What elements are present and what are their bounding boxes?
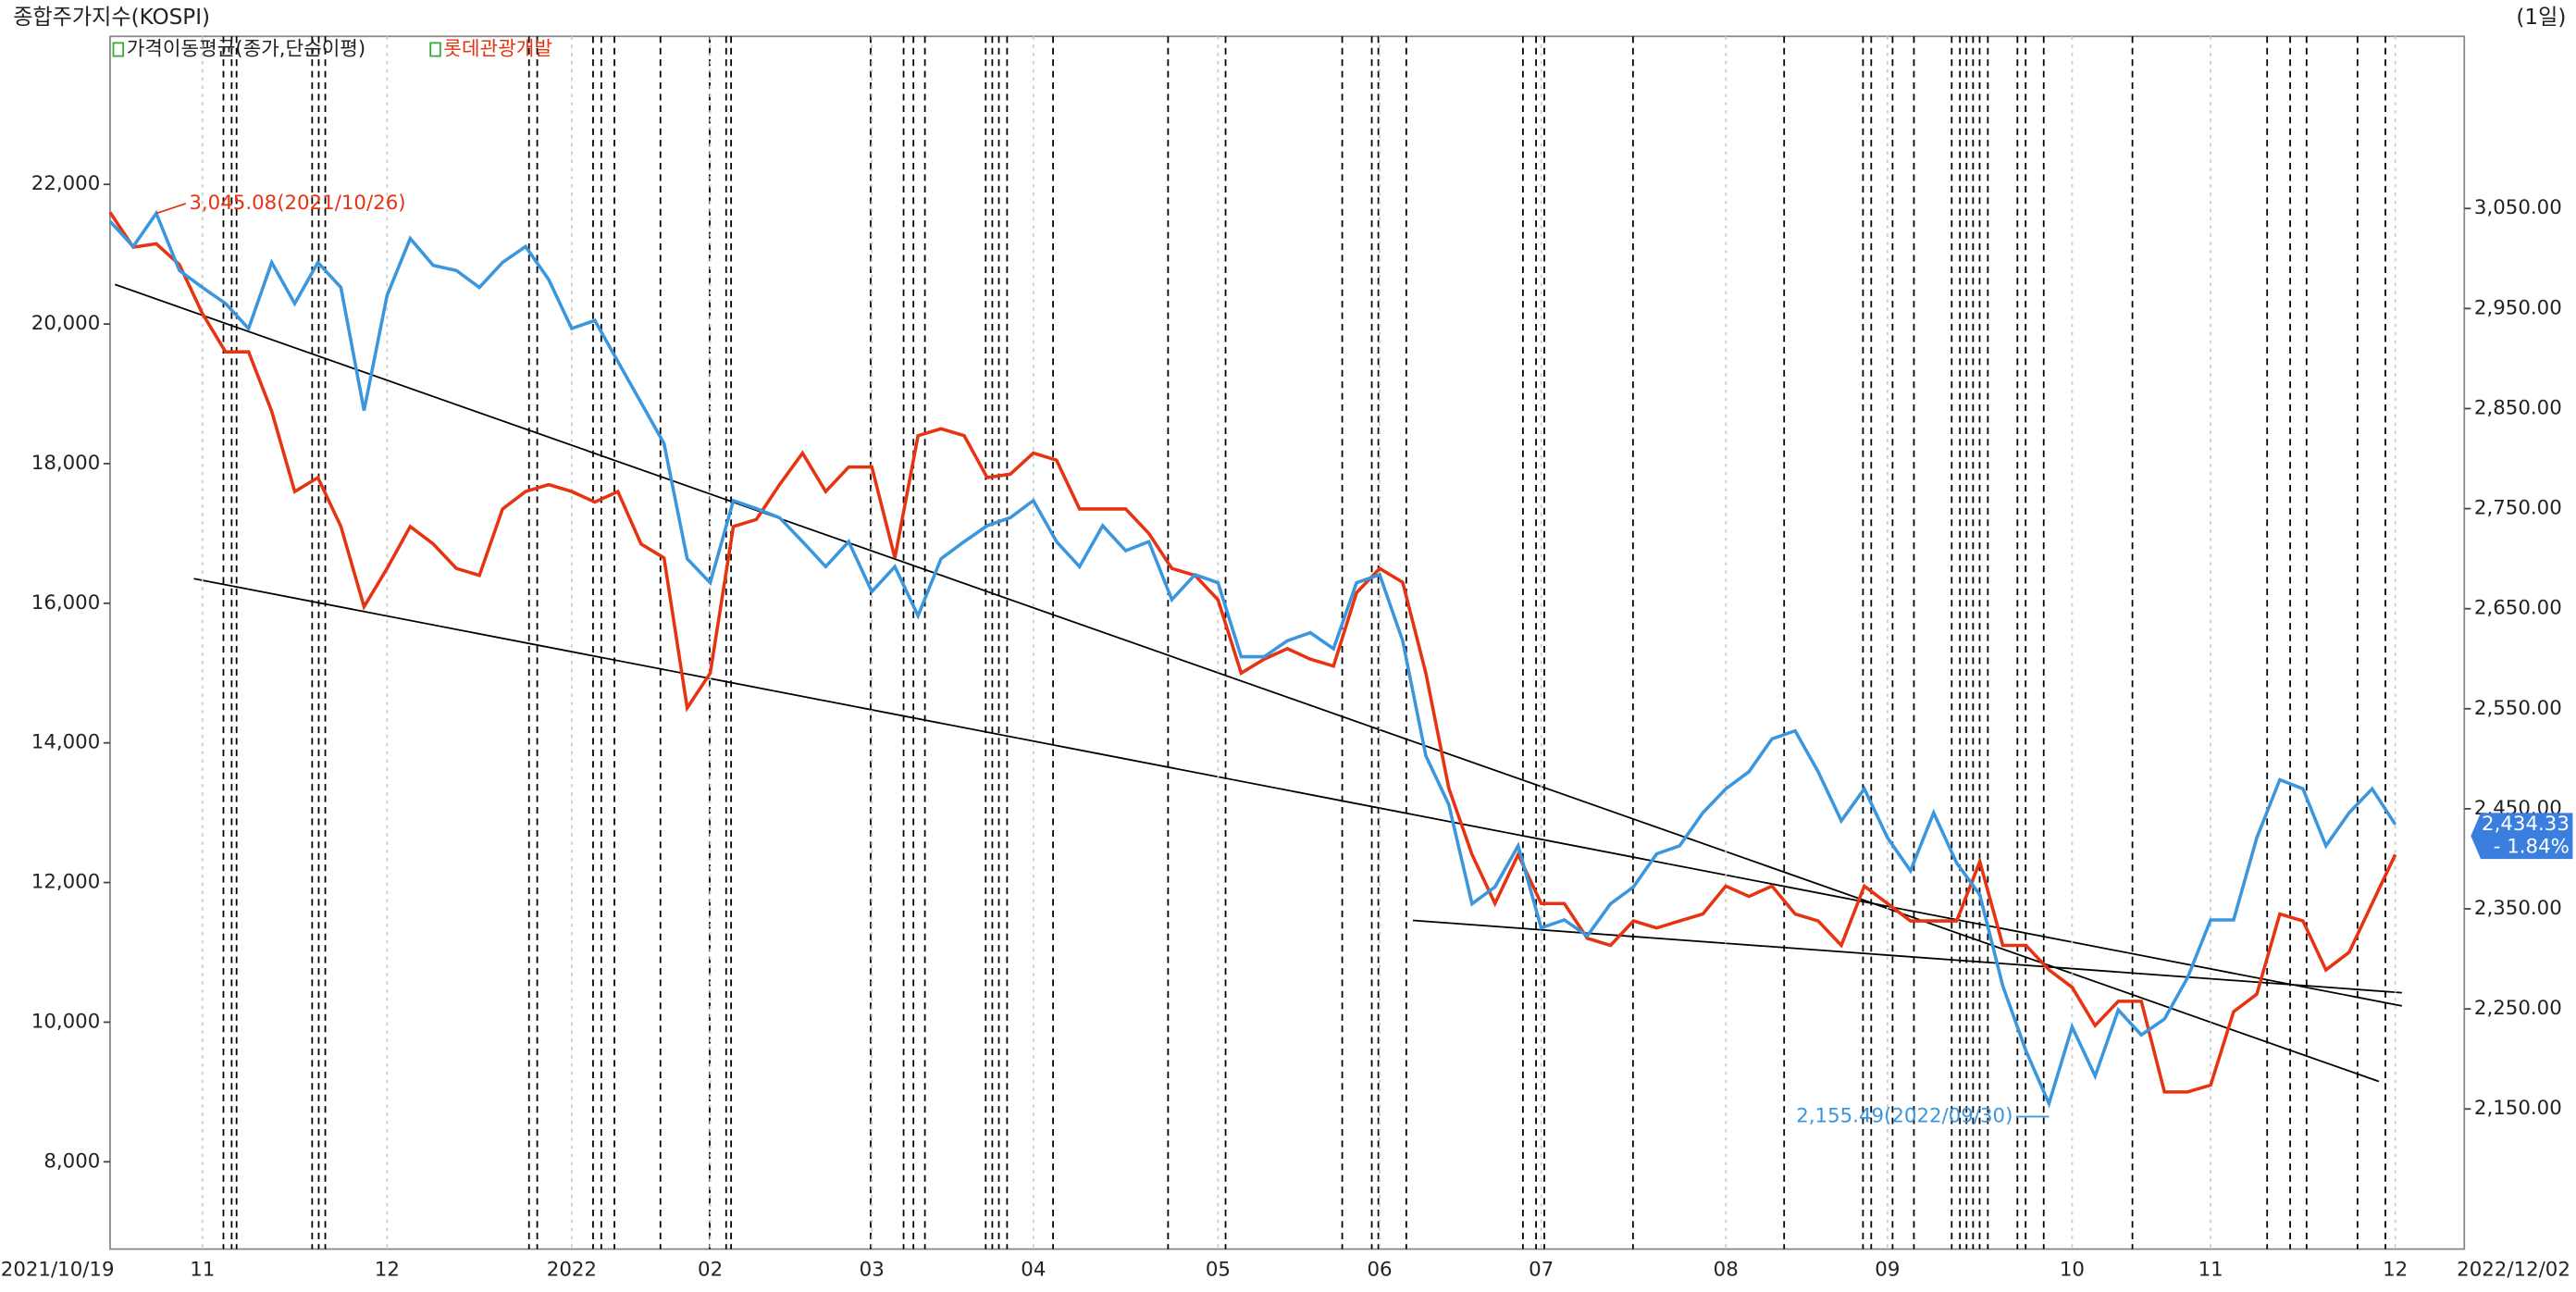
y-tick-label: 14,000 — [31, 731, 101, 754]
date-from: 2021/10/19 — [1, 1259, 115, 1282]
y-tick-label: 12,000 — [31, 871, 101, 894]
max-marker — [155, 203, 187, 215]
legend-entry: 롯데관광개발 — [443, 37, 552, 60]
x-tick-label: 11 — [2198, 1259, 2223, 1282]
y2-tick-label: 2,150.00 — [2474, 1097, 2562, 1120]
legend-icon — [429, 42, 441, 57]
x-tick-label: 08 — [1714, 1259, 1739, 1282]
x-tick-label: 12 — [375, 1259, 400, 1282]
x-tick-label: 2022 — [547, 1259, 597, 1282]
indicator-label: 가격이동평균(종가,단순이평) — [127, 37, 366, 60]
x-tick-label: 05 — [1206, 1259, 1231, 1282]
y2-tick-label: 2,350.00 — [2474, 897, 2562, 920]
y2-tick-label: 2,650.00 — [2474, 597, 2562, 620]
min-annotation: 2,155.49(2022/09/30) — [1796, 1105, 2012, 1128]
chart-title: 종합주가지수(KOSPI) — [13, 6, 210, 30]
y2-tick-label: 2,850.00 — [2474, 396, 2562, 419]
y-tick-label: 22,000 — [31, 172, 101, 195]
x-tick-label: 07 — [1529, 1259, 1554, 1282]
x-tick-label: 10 — [2060, 1259, 2085, 1282]
trend-line — [193, 578, 2402, 1007]
x-tick-label: 02 — [698, 1259, 723, 1282]
series-line — [108, 209, 2397, 1109]
x-tick-label: 09 — [1875, 1259, 1900, 1282]
y-tick-label: 16,000 — [31, 591, 101, 615]
x-tick-label: 12 — [2383, 1259, 2408, 1282]
plot-frame — [109, 35, 2466, 1250]
max-annotation: 3,045.08(2021/10/26) — [189, 192, 405, 215]
trend-line — [114, 283, 2380, 1083]
last-price: 2,434.33 — [2482, 813, 2570, 836]
y2-tick-label: 2,950.00 — [2474, 296, 2562, 319]
y2-tick-label: 3,050.00 — [2474, 196, 2562, 219]
y-tick-label: 10,000 — [31, 1010, 101, 1033]
x-tick-label: 03 — [860, 1259, 885, 1282]
series-line — [108, 211, 2397, 1094]
price-box — [2471, 813, 2573, 860]
legend-icon — [112, 42, 125, 57]
period-label: (1일) — [2516, 6, 2566, 30]
y2-tick-label: 2,750.00 — [2474, 497, 2562, 520]
x-tick-label: 11 — [190, 1259, 215, 1282]
y-tick-label: 18,000 — [31, 452, 101, 475]
y-tick-label: 20,000 — [31, 312, 101, 335]
trend-line — [1412, 919, 2402, 994]
y2-tick-label: 2,250.00 — [2474, 997, 2562, 1020]
x-tick-label: 04 — [1021, 1259, 1046, 1282]
change-label: - 1.84% — [2494, 836, 2570, 859]
y-tick-label: 8,000 — [43, 1149, 100, 1173]
date-to: 2022/12/02 — [2457, 1259, 2570, 1282]
x-tick-label: 06 — [1367, 1259, 1392, 1282]
event-lines — [222, 36, 2386, 1249]
y2-tick-label: 2,550.00 — [2474, 697, 2562, 720]
